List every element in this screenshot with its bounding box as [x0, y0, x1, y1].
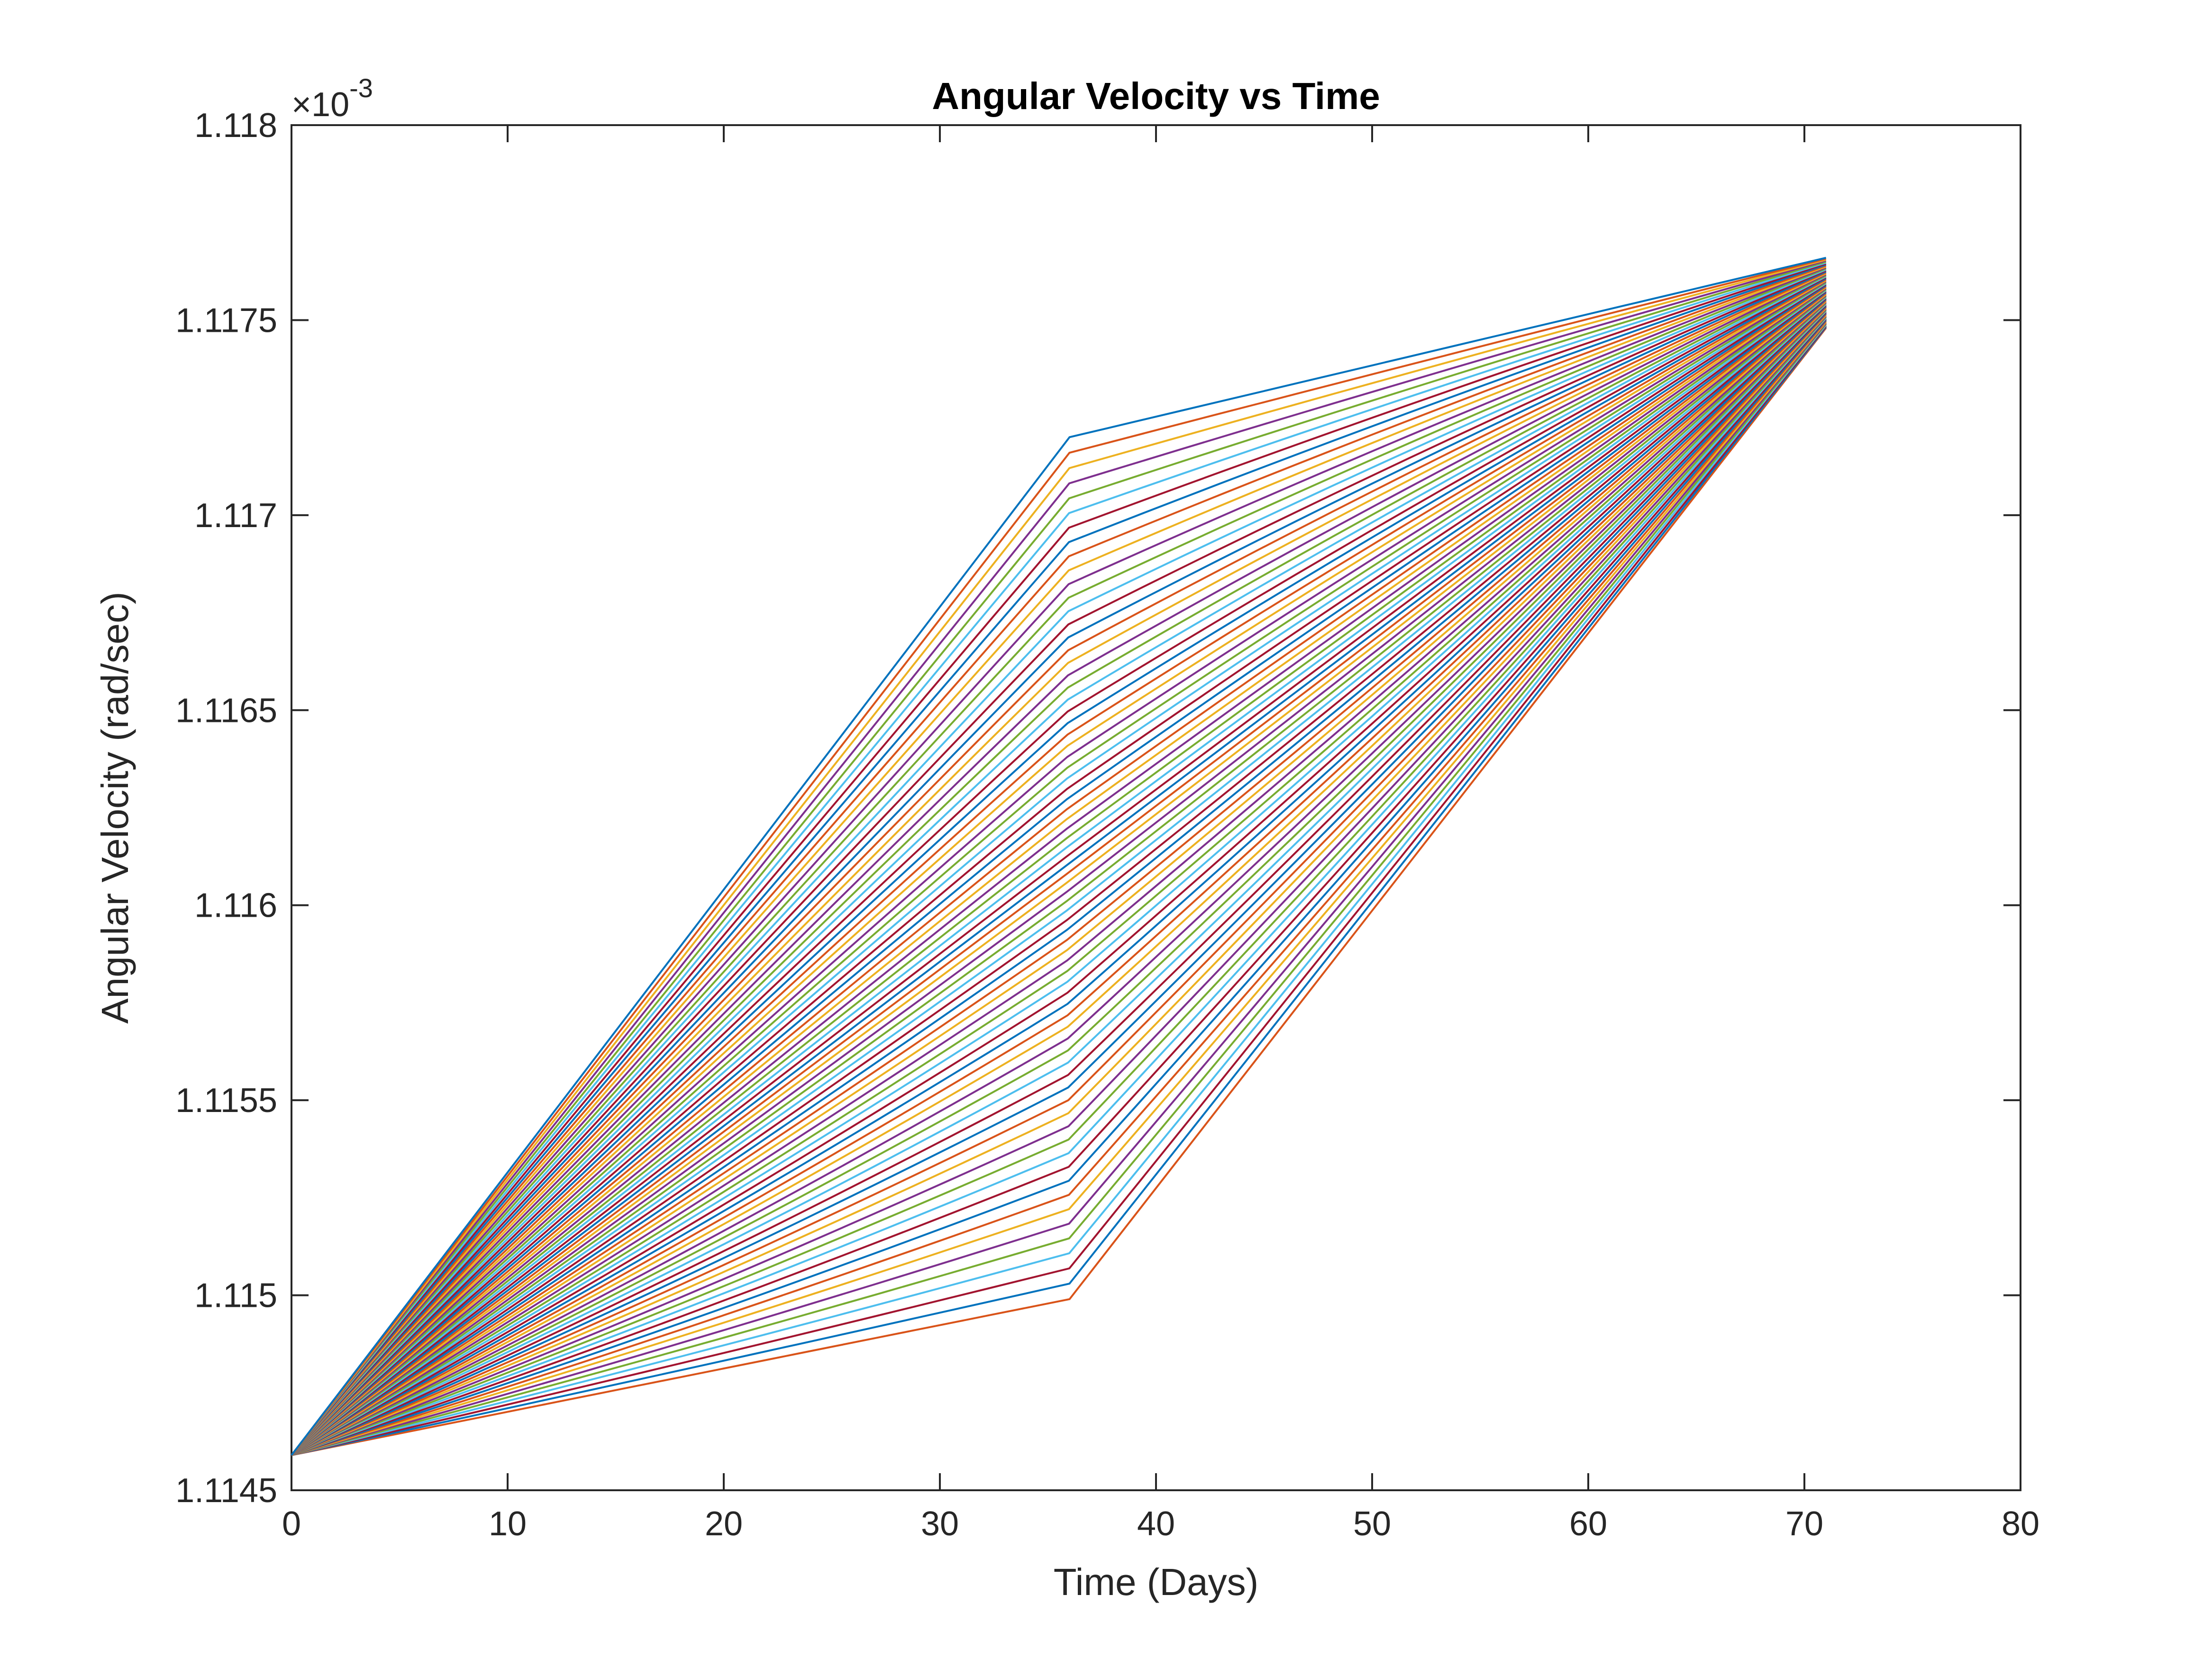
series-line [291, 293, 1827, 1456]
x-tick-label: 40 [1137, 1505, 1175, 1543]
series-line [291, 262, 1827, 1456]
series-line [291, 297, 1827, 1456]
y-tick-label: 1.117 [194, 497, 277, 535]
series-line [291, 292, 1827, 1456]
series-line [291, 280, 1827, 1456]
series-line [291, 288, 1827, 1456]
series-line [291, 265, 1827, 1456]
series-line [291, 307, 1827, 1456]
series-line [291, 296, 1827, 1456]
x-tick-label: 0 [282, 1505, 301, 1543]
series-line [291, 278, 1827, 1456]
series-line [291, 295, 1827, 1456]
series-line [291, 324, 1827, 1456]
series-line [291, 289, 1827, 1456]
series-line [291, 325, 1827, 1456]
series-line [291, 256, 1827, 1456]
x-axis-ticks: 0 10 20 30 40 50 60 70 80 [282, 125, 2039, 1543]
series-line [291, 271, 1827, 1456]
y-tick-label: 1.118 [194, 107, 277, 145]
x-tick-label: 20 [705, 1505, 743, 1543]
series-line [291, 276, 1827, 1456]
series-line [291, 298, 1827, 1456]
series-line [291, 304, 1827, 1456]
series-line [291, 318, 1827, 1456]
series-line [291, 306, 1827, 1456]
y-tick-label: 1.116 [194, 887, 277, 925]
x-tick-label: 10 [489, 1505, 527, 1543]
series-line [291, 282, 1827, 1456]
series-line [291, 303, 1827, 1456]
y-tick-label: 1.1175 [175, 301, 277, 339]
exponent-base: ×10 [291, 86, 349, 124]
series-line [291, 264, 1827, 1456]
series-line [291, 321, 1827, 1456]
series-line [291, 317, 1827, 1456]
y-axis-label: Angular Velocity (rad/sec) [94, 592, 136, 1024]
series-line [291, 292, 1827, 1456]
y-tick-label: 1.1145 [175, 1472, 277, 1510]
series-line [291, 319, 1827, 1456]
series-line [291, 283, 1827, 1456]
series-line [291, 302, 1827, 1456]
exponent-power: -3 [349, 73, 373, 103]
y-axis-exponent-label: ×10-3 [291, 73, 373, 124]
series-line [291, 261, 1827, 1456]
series-line [291, 326, 1827, 1456]
y-tick-label: 1.1155 [175, 1082, 277, 1120]
y-tick-label: 1.1165 [175, 692, 277, 729]
series-line [291, 264, 1827, 1456]
series-line [291, 270, 1827, 1456]
series-line [291, 308, 1827, 1456]
series-line [291, 294, 1827, 1456]
series-line [291, 327, 1827, 1456]
series-line [291, 281, 1827, 1456]
series-line [291, 314, 1827, 1456]
series-line [291, 273, 1827, 1456]
series-line [291, 310, 1827, 1456]
series-lines [291, 256, 1827, 1456]
x-tick-label: 60 [1569, 1505, 1607, 1543]
series-line [291, 311, 1827, 1456]
series-line [291, 286, 1827, 1456]
series-line [291, 263, 1827, 1456]
series-line [291, 272, 1827, 1456]
series-line [291, 301, 1827, 1456]
series-line [291, 323, 1827, 1456]
series-line [291, 322, 1827, 1456]
y-tick-label: 1.115 [194, 1277, 277, 1315]
x-tick-label: 80 [2002, 1505, 2039, 1543]
chart-title: Angular Velocity vs Time [932, 75, 1380, 117]
series-line [291, 277, 1827, 1456]
series-line [291, 309, 1827, 1456]
series-line [291, 305, 1827, 1456]
series-line [291, 275, 1827, 1456]
series-line [291, 258, 1827, 1456]
series-line [291, 284, 1827, 1456]
series-line [291, 299, 1827, 1456]
series-line [291, 320, 1827, 1456]
x-tick-label: 50 [1353, 1505, 1391, 1543]
x-tick-label: 70 [1785, 1505, 1823, 1543]
series-line [291, 283, 1827, 1456]
series-line [291, 301, 1827, 1456]
series-line [291, 287, 1827, 1456]
series-line [291, 316, 1827, 1456]
series-line [291, 273, 1827, 1456]
series-line [291, 291, 1827, 1456]
series-line [291, 268, 1827, 1456]
series-line [291, 266, 1827, 1456]
series-line [291, 285, 1827, 1456]
series-line [291, 260, 1827, 1456]
x-axis-label: Time (Days) [1054, 1561, 1259, 1603]
series-line [291, 274, 1827, 1456]
x-tick-label: 30 [921, 1505, 959, 1543]
series-line [291, 257, 1827, 1456]
y-axis-ticks: 1.1145 1.115 1.1155 1.116 1.1165 1.117 1.1175 1… [175, 107, 2021, 1510]
series-line [291, 313, 1827, 1456]
series-line [291, 267, 1827, 1456]
series-line [291, 312, 1827, 1456]
series-line [291, 315, 1827, 1456]
